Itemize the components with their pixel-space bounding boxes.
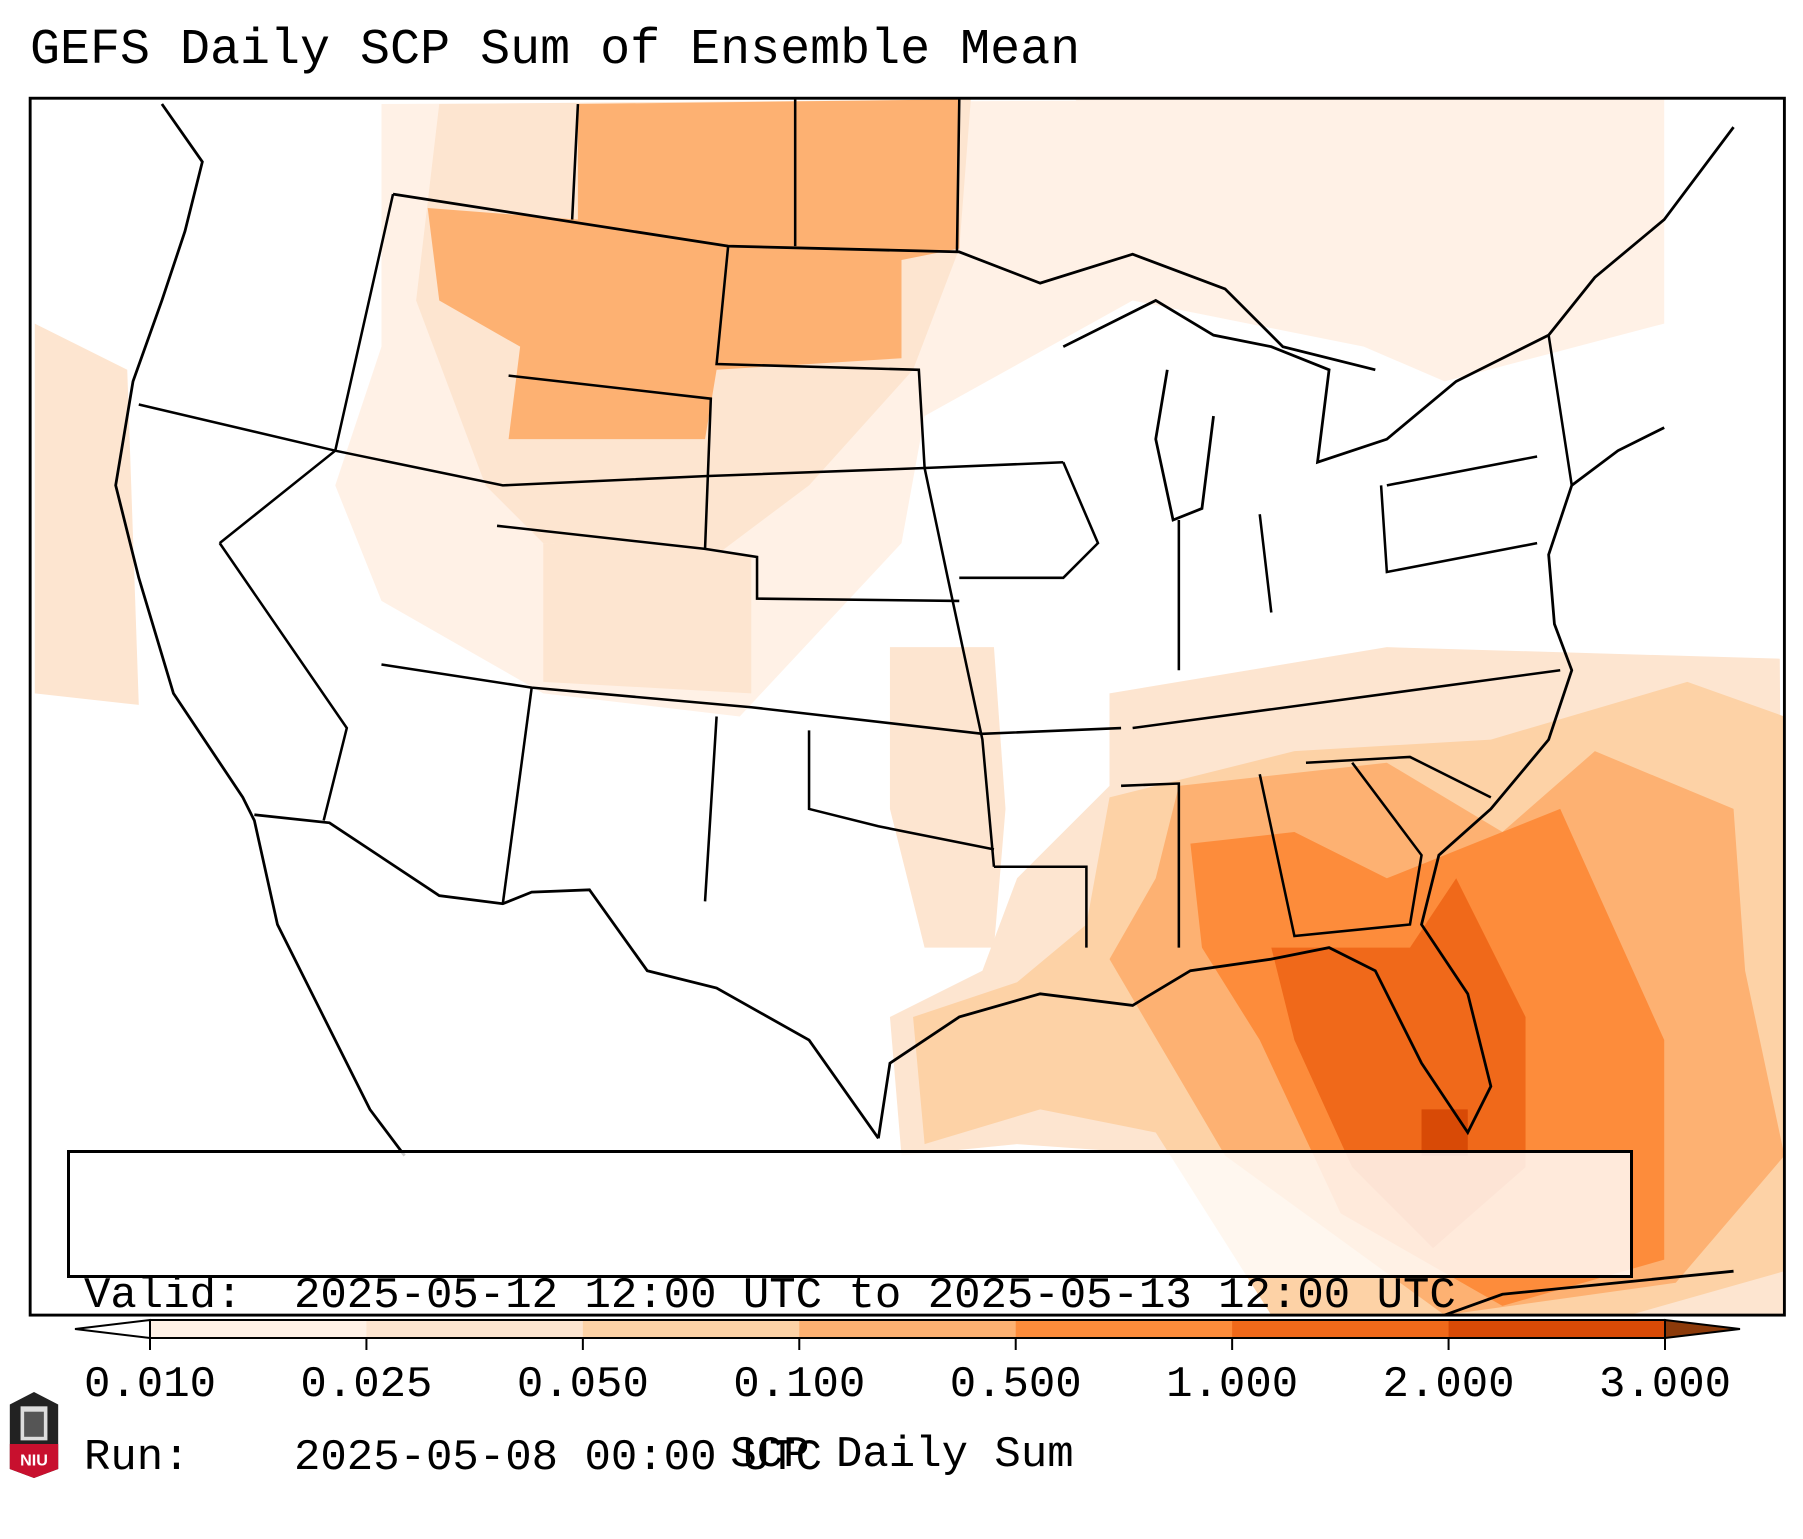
colorbar-under-extend bbox=[74, 1318, 151, 1340]
colorbar-tick-label: 1.000 bbox=[1166, 1360, 1299, 1410]
colorbar bbox=[74, 1318, 1741, 1350]
colorbar-tick-label: 0.010 bbox=[83, 1360, 217, 1410]
shade-florida-max bbox=[1421, 1109, 1468, 1156]
niu-logo: NIU bbox=[9, 1392, 59, 1478]
shade-montana-dakotas bbox=[427, 99, 960, 440]
lake-michigan bbox=[1154, 369, 1215, 522]
validity-info-box: Valid: 2025-05-12 12:00 UTC to 2025-05-13… bbox=[67, 1150, 1633, 1483]
colorbar-bin bbox=[1448, 1320, 1666, 1338]
great-lakes bbox=[1062, 126, 1735, 465]
coastlines-and-borders bbox=[114, 103, 1735, 1317]
colorbar-tick-label: 0.050 bbox=[516, 1360, 649, 1410]
shade-northeast-light bbox=[1074, 99, 1665, 382]
colorbar-tick-label: 2.000 bbox=[1382, 1360, 1515, 1410]
state-borders bbox=[138, 99, 1574, 948]
colorbar-tick-label: 0.025 bbox=[300, 1360, 433, 1410]
shade-west-coast bbox=[34, 323, 139, 705]
run-label: Run: bbox=[84, 1433, 190, 1483]
svg-text:NIU: NIU bbox=[20, 1451, 48, 1469]
canada-border bbox=[392, 192, 1376, 372]
colorbar-outline bbox=[149, 1319, 1666, 1339]
colorbar-bin bbox=[582, 1320, 800, 1338]
valid-label: Valid: bbox=[84, 1271, 243, 1321]
map-title: GEFS Daily SCP Sum of Ensemble Mean bbox=[30, 22, 1081, 79]
shade-colorado bbox=[543, 543, 752, 694]
colorbar-tick-label: 3.000 bbox=[1598, 1360, 1732, 1410]
west-coast bbox=[114, 103, 406, 1157]
gulf-coast bbox=[877, 426, 1665, 1139]
map-frame bbox=[28, 96, 1786, 1317]
shade-southern-plains bbox=[889, 647, 1006, 948]
cuba bbox=[1444, 1269, 1734, 1317]
valid-time: 2025-05-12 12:00 UTC to 2025-05-13 12:00… bbox=[294, 1271, 1456, 1321]
colorbar-bin bbox=[366, 1320, 584, 1338]
mexico-border bbox=[254, 813, 880, 1140]
colorbar-over-extend bbox=[1664, 1318, 1741, 1340]
colorbar-bin bbox=[150, 1320, 367, 1338]
run-time: 2025-05-08 00:00 UTC bbox=[294, 1433, 823, 1483]
colorbar-label: SCP Daily Sum bbox=[730, 1430, 1074, 1480]
colorbar-bin bbox=[1015, 1320, 1233, 1338]
colorbar-bin bbox=[799, 1320, 1017, 1338]
colorbar-tick-label: 0.500 bbox=[949, 1360, 1082, 1410]
colorbar-bin bbox=[1232, 1320, 1450, 1338]
colorbar-tick-label: 0.100 bbox=[733, 1360, 866, 1410]
